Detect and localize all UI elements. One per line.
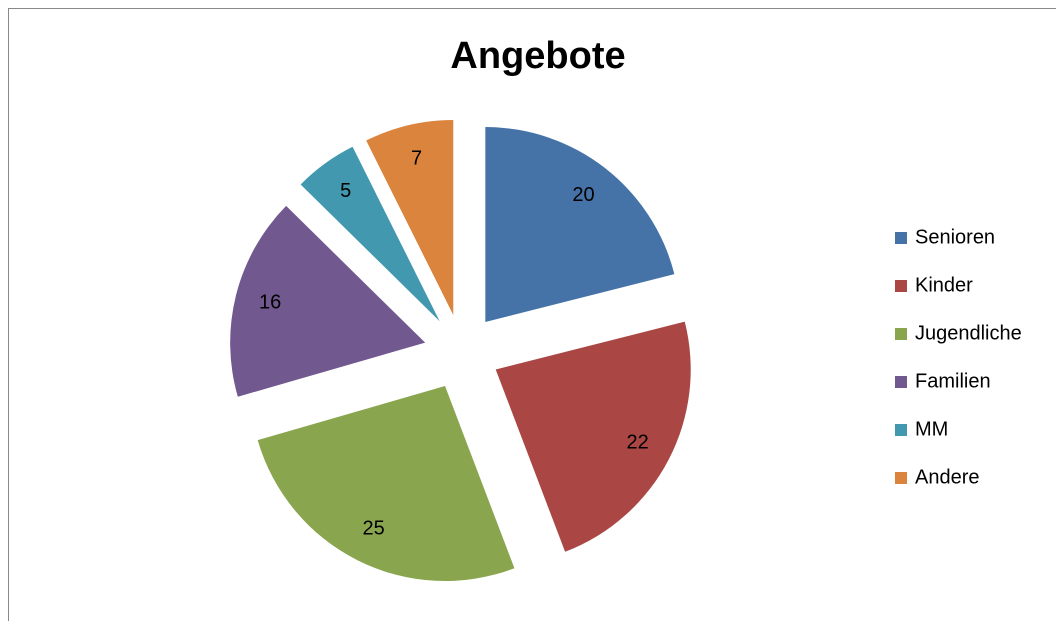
pie-slice bbox=[257, 385, 515, 581]
legend-swatch bbox=[895, 280, 907, 292]
pie-slice bbox=[485, 127, 675, 323]
chart-frame bbox=[8, 8, 1056, 621]
pie-slice bbox=[495, 321, 691, 552]
legend-swatch bbox=[895, 328, 907, 340]
legend-swatch bbox=[895, 472, 907, 484]
legend-label: Familien bbox=[915, 370, 991, 392]
legend-label: Andere bbox=[915, 466, 980, 488]
legend-swatch bbox=[895, 424, 907, 436]
legend-swatch bbox=[895, 232, 907, 244]
legend-label: Kinder bbox=[915, 274, 973, 296]
data-label: 16 bbox=[259, 292, 281, 314]
legend-label: Senioren bbox=[915, 226, 995, 248]
data-label: 20 bbox=[572, 184, 594, 206]
chart-title: Angebote bbox=[450, 35, 625, 77]
data-label: 25 bbox=[362, 517, 384, 539]
data-label: 5 bbox=[340, 180, 351, 202]
legend-swatch bbox=[895, 376, 907, 388]
data-label: 22 bbox=[626, 432, 648, 454]
pie-slice bbox=[300, 146, 440, 322]
pie-slice bbox=[366, 120, 454, 316]
data-label: 7 bbox=[411, 148, 422, 170]
legend-label: MM bbox=[915, 418, 948, 440]
legend-label: Jugendliche bbox=[915, 322, 1022, 344]
pie-slice bbox=[230, 205, 426, 397]
